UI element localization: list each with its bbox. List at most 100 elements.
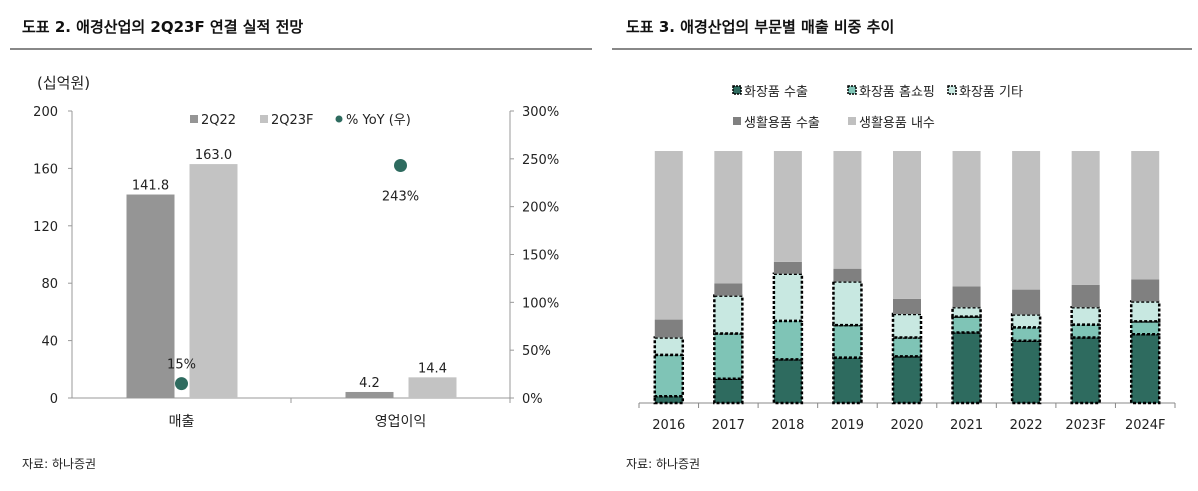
- right-y-tick-label: 100%: [522, 296, 559, 311]
- stacked-bar-segment: [772, 358, 804, 405]
- right-chart-title: 도표 3. 애경산업의 부문별 매출 비중 추이: [626, 18, 895, 36]
- right-y-tick-label: 0%: [522, 392, 543, 407]
- right-title-divider: [612, 48, 1192, 50]
- stacked-bar-segment: [773, 151, 802, 262]
- stacked-bar-segment: [773, 261, 802, 274]
- stacked-bar-segment: [714, 151, 743, 284]
- stacked-bar-segment: [952, 286, 981, 308]
- stacked-bar-segment: [1071, 151, 1100, 285]
- legend-label: 생활용품 내수: [859, 116, 935, 131]
- x-category-label: 2020: [890, 418, 923, 433]
- stacked-bar-segment: [1070, 305, 1101, 326]
- left-source: 자료: 하나증권: [22, 457, 97, 471]
- legend-marker: [260, 115, 268, 123]
- stacked-bar-segment: [713, 294, 744, 335]
- x-category-label: 2018: [771, 418, 804, 433]
- legend-label: 화장품 기타: [959, 85, 1023, 100]
- left-y-tick-label: 160: [33, 162, 58, 177]
- stacked-bar-segment: [654, 151, 683, 320]
- right-y-tick-label: 150%: [522, 249, 559, 264]
- legend-label: 화장품 홈쇼핑: [859, 85, 935, 100]
- bar-data-label: 14.4: [418, 361, 447, 376]
- stacked-bar-segment: [832, 356, 863, 405]
- stacked-bar-segment: [714, 283, 743, 296]
- left-y-tick-label: 120: [33, 220, 58, 235]
- bar-2q23f: [408, 377, 457, 398]
- legend-marker-yoy: [335, 115, 343, 123]
- y-axis-unit: (십억원): [37, 74, 90, 92]
- legend-label: % YoY (우): [346, 113, 411, 128]
- stacked-bar-segment: [891, 336, 923, 358]
- left-y-tick-label: 40: [41, 335, 58, 350]
- legend-marker: [732, 85, 742, 95]
- legend-label: 2Q23F: [271, 113, 314, 128]
- right-y-tick-label: 50%: [522, 344, 551, 359]
- stacked-bar-segment: [833, 268, 862, 282]
- x-category-label: 2023F: [1065, 418, 1106, 433]
- stacked-bar-segment: [1129, 320, 1161, 336]
- yoy-point: [175, 377, 188, 391]
- bar-data-label: 141.8: [132, 179, 169, 194]
- legend-label: 2Q22: [201, 113, 236, 128]
- legend-marker: [947, 85, 957, 95]
- left-chart: (십억원) 0 40 80 120 160 200 0% 50% 100% 150% 200% 250%…: [33, 74, 559, 430]
- x-category-label: 2024F: [1125, 418, 1166, 433]
- stacked-bar-segment: [1010, 313, 1042, 329]
- left-chart-title: 도표 2. 애경산업의 2Q23F 연결 실적 전망: [22, 18, 304, 36]
- stacked-bar-segment: [653, 394, 685, 405]
- stacked-bar-segment: [951, 331, 982, 405]
- stacked-bar-segment: [1129, 332, 1161, 405]
- legend-marker: [733, 117, 741, 125]
- right-y-tick-label: 300%: [522, 105, 559, 120]
- legend-label: 화장품 수출: [744, 85, 808, 100]
- stacked-bar-segment: [1070, 323, 1101, 339]
- x-category-label: 2016: [652, 418, 685, 433]
- stacked-bar-segment: [1012, 289, 1041, 315]
- stacked-bar-segment: [891, 312, 923, 339]
- stacked-bar-segment: [772, 319, 804, 361]
- stacked-bar-segment: [951, 305, 982, 318]
- stacked-bar-segment: [1010, 326, 1042, 343]
- legend-marker: [190, 115, 198, 123]
- right-chart: 2016 2017 2018 2019 2020 2021 2022 2023F 2024F 화장…: [638, 85, 1176, 433]
- stacked-bar-segment: [832, 323, 863, 359]
- legend-marker: [848, 117, 856, 125]
- bar-2q22: [126, 194, 175, 398]
- stacked-bar-segment: [952, 151, 981, 287]
- stacked-bar-segment: [1131, 279, 1160, 302]
- x-category-label: 2019: [831, 418, 864, 433]
- stacked-bar-segment: [1071, 284, 1100, 308]
- x-category-label: 영업이익: [375, 414, 427, 430]
- left-y-tick-label: 200: [33, 105, 58, 120]
- x-category-label: 2022: [1010, 418, 1043, 433]
- yoy-data-label: 243%: [382, 190, 419, 205]
- x-category-label: 2021: [950, 418, 983, 433]
- legend-label: 생활용품 수출: [744, 116, 820, 131]
- bar-2q22: [345, 391, 394, 398]
- yoy-point: [394, 159, 407, 173]
- bar-data-label: 163.0: [195, 148, 232, 163]
- left-y-tick-label: 80: [41, 277, 58, 292]
- bar-2q23f: [189, 164, 238, 398]
- stacked-bar-segment: [893, 298, 921, 315]
- stacked-bar-segment: [833, 151, 862, 269]
- stacked-bar-segment: [891, 355, 923, 405]
- right-source: 자료: 하나증권: [626, 457, 701, 471]
- stacked-bar-segment: [1012, 151, 1041, 290]
- bar-data-label: 4.2: [359, 376, 380, 391]
- left-title-divider: [10, 48, 592, 50]
- yoy-data-label: 15%: [167, 358, 196, 373]
- stacked-bar-segment: [1129, 300, 1161, 323]
- stacked-bar-segment: [713, 377, 744, 405]
- stacked-bar-segment: [654, 319, 683, 338]
- stacked-bar-segment: [713, 332, 744, 381]
- right-y-tick-label: 200%: [522, 201, 559, 216]
- stacked-bar-segment: [1070, 336, 1101, 405]
- x-category-label: 매출: [169, 414, 195, 430]
- right-y-tick-label: 250%: [522, 153, 559, 168]
- left-y-tick-label: 0: [50, 392, 58, 407]
- stacked-bar-segment: [653, 336, 685, 357]
- stacked-bar-segment: [893, 151, 921, 299]
- stacked-bar-segment: [1010, 339, 1042, 405]
